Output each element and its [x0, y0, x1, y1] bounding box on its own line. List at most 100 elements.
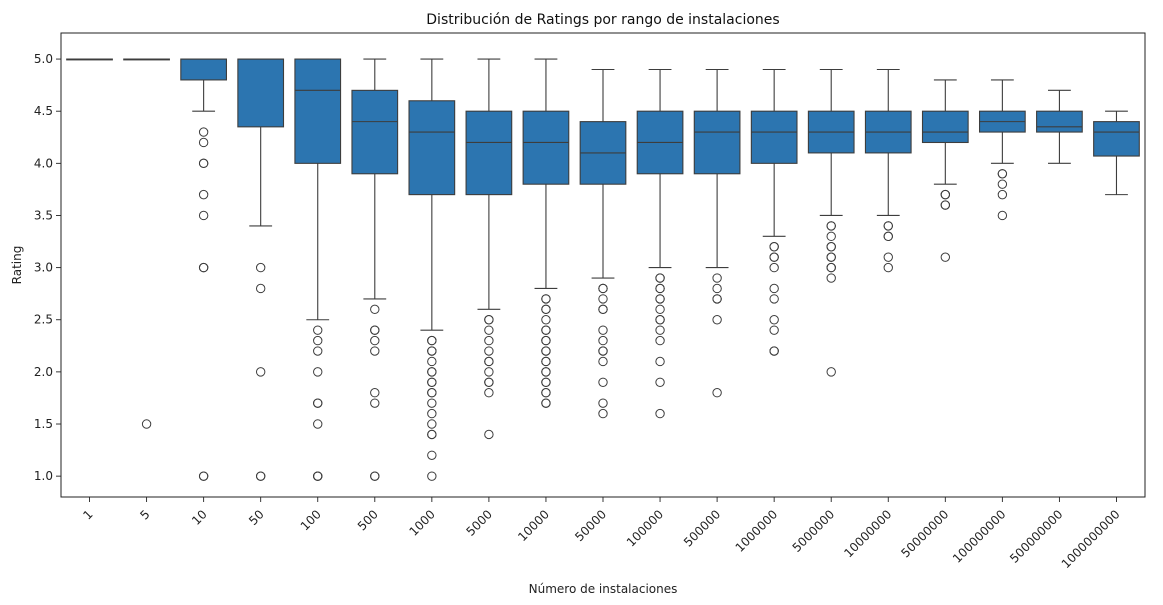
axes-frame: [60, 32, 1146, 498]
outlier-point: [826, 231, 836, 242]
box-iqr: [351, 89, 399, 175]
outlier-point: [883, 221, 893, 231]
outlier-point: [712, 283, 722, 294]
outlier-point: [141, 419, 152, 429]
outlier-point: [370, 346, 380, 356]
box-group-100: [294, 58, 342, 481]
outlier-point: [655, 335, 665, 346]
outlier-point: [598, 398, 608, 408]
outlier-point: [370, 471, 380, 481]
outlier-point: [370, 335, 380, 346]
outlier-point: [427, 450, 437, 460]
outlier-point: [541, 377, 551, 388]
outlier-point: [826, 262, 836, 273]
box-group-10000: [522, 58, 570, 408]
outlier-point: [313, 471, 323, 481]
outlier-point: [655, 273, 665, 283]
outlier-point: [769, 294, 779, 304]
outlier-point: [255, 262, 266, 273]
outlier-point: [255, 283, 266, 294]
outlier-point: [255, 471, 266, 481]
box-iqr: [180, 58, 228, 81]
outlier-point: [769, 242, 779, 252]
outlier-point: [427, 356, 437, 367]
outlier-point: [883, 231, 893, 242]
outlier-point: [427, 429, 437, 440]
outlier-point: [598, 283, 608, 294]
outlier-point: [198, 137, 209, 148]
outlier-point: [598, 325, 608, 335]
outlier-point: [655, 304, 665, 315]
box-group-50000: [579, 68, 627, 419]
box-group-10: [180, 58, 228, 481]
box-iqr: [522, 110, 570, 185]
box-group-50: [237, 58, 285, 481]
box-iqr: [294, 58, 342, 164]
outlier-point: [198, 262, 209, 273]
outlier-point: [598, 356, 608, 367]
outlier-point: [427, 419, 437, 429]
outlier-point: [826, 273, 836, 283]
y-tick-label: 2.0: [34, 365, 53, 379]
outlier-point: [427, 377, 437, 388]
outlier-point: [769, 283, 779, 294]
outlier-point: [427, 398, 437, 408]
outlier-point: [598, 335, 608, 346]
box-iqr: [750, 110, 798, 164]
y-tick-label: 3.5: [34, 208, 53, 222]
outlier-point: [598, 408, 608, 419]
box-group-500000: [693, 68, 741, 398]
outlier-point: [541, 325, 551, 335]
outlier-point: [541, 294, 551, 304]
outlier-point: [313, 367, 323, 377]
outlier-point: [370, 398, 380, 408]
outlier-point: [826, 221, 836, 231]
outlier-point: [598, 304, 608, 315]
outlier-point: [427, 471, 437, 481]
outlier-point: [313, 419, 323, 429]
y-tick-label: 1.5: [34, 417, 53, 431]
outlier-point: [427, 367, 437, 377]
outlier-point: [541, 398, 551, 408]
outlier-point: [313, 335, 323, 346]
outlier-point: [541, 335, 551, 346]
outlier-point: [769, 252, 779, 262]
y-tick-label: 1.0: [34, 469, 53, 483]
outlier-point: [427, 388, 437, 398]
outlier-point: [255, 367, 266, 377]
outlier-point: [940, 189, 951, 200]
y-tick-label: 2.5: [34, 313, 53, 327]
box-iqr: [408, 100, 456, 196]
outlier-point: [313, 325, 323, 335]
outlier-point: [313, 346, 323, 356]
outlier-point: [484, 429, 494, 440]
box-group-5000000: [807, 68, 855, 377]
outlier-point: [541, 304, 551, 315]
outlier-point: [541, 388, 551, 398]
outlier-point: [655, 408, 665, 419]
outlier-point: [541, 356, 551, 367]
box-group-100000000: [978, 79, 1026, 221]
outlier-point: [598, 294, 608, 304]
outlier-point: [997, 169, 1008, 179]
box-iqr: [693, 110, 741, 175]
box-iqr: [465, 110, 513, 196]
box-group-1000: [408, 58, 456, 481]
outlier-point: [940, 252, 951, 262]
y-tick-label: 4.0: [34, 156, 53, 170]
chart-title: Distribución de Ratings por rango de ins…: [426, 12, 779, 28]
y-axis-title: Rating: [10, 246, 24, 285]
outlier-point: [883, 262, 893, 273]
box-group-10000000: [864, 68, 912, 273]
box-iqr: [921, 110, 969, 144]
x-axis-title: Número de instalaciones: [529, 582, 678, 596]
outlier-point: [826, 242, 836, 252]
box-group-1: [66, 58, 113, 61]
outlier-point: [655, 325, 665, 335]
outlier-point: [484, 367, 494, 377]
outlier-point: [997, 179, 1008, 189]
box-iqr: [1093, 121, 1140, 157]
outlier-point: [484, 315, 494, 325]
outlier-point: [484, 377, 494, 388]
